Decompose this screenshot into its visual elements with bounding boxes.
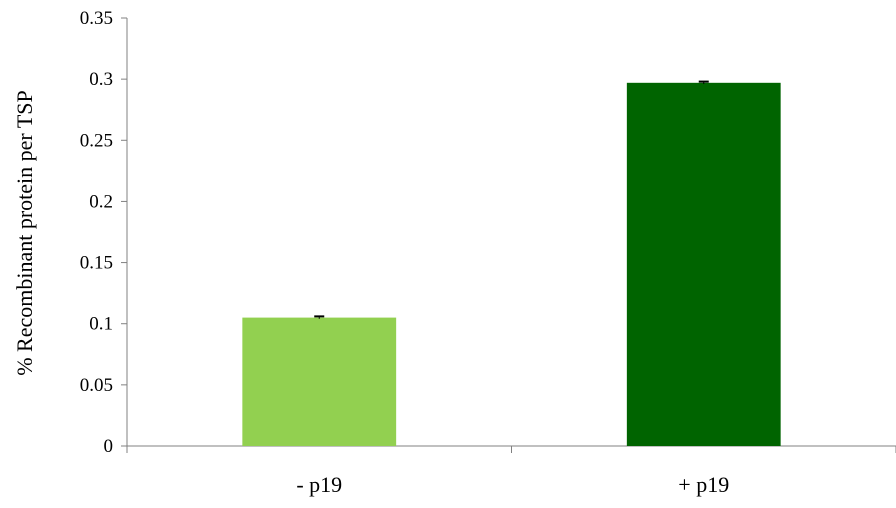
x-axis — [126, 445, 896, 453]
bar — [242, 317, 397, 446]
y-tick-label: 0.15 — [80, 253, 113, 274]
bar — [626, 82, 781, 446]
bars — [242, 82, 781, 446]
y-tick-label: 0.05 — [80, 375, 113, 396]
y-tick-label: 0.3 — [89, 69, 113, 90]
y-axis: 0 0.05 0.1 0.15 0.2 0.25 0.3 0.35 — [80, 8, 128, 457]
y-tick-label: 0.25 — [80, 130, 113, 151]
y-tick-label: 0.2 — [89, 191, 113, 212]
category-label: - p19 — [296, 472, 342, 497]
y-tick-label: 0.35 — [80, 8, 113, 29]
category-labels: - p19 + p19 — [296, 472, 729, 497]
error-bars — [314, 80, 709, 319]
y-axis-title: % Recombinant protein per TSP — [12, 90, 37, 376]
category-label: + p19 — [678, 472, 729, 497]
y-tick-label: 0 — [104, 436, 114, 457]
y-tick-label: 0.1 — [89, 314, 113, 335]
